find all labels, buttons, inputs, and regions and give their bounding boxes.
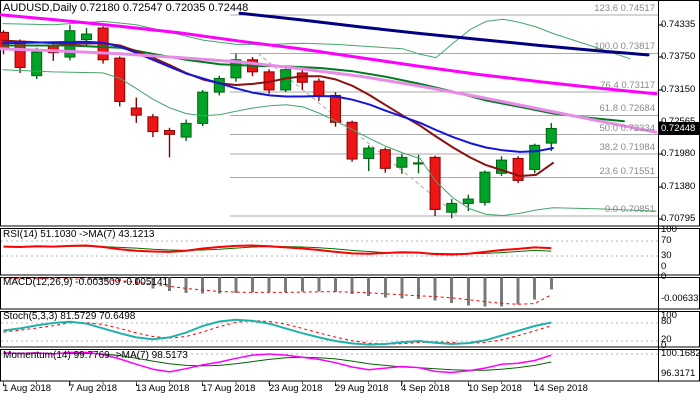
macd-indicator-label: MACD(12,26,9) -0.003509 -0.005141 xyxy=(3,277,169,288)
current-price-badge: 0.72448 xyxy=(659,122,700,135)
current-price-value: 0.72448 xyxy=(661,123,696,134)
chart-title: AUDUSD,Daily 0.72180 0.72547 0.72035 0.7… xyxy=(3,2,249,14)
momentum-indicator-label: Momentum(14) 99.7769 ->MA(7) 98.5173 xyxy=(3,350,188,361)
rsi-indicator-label: RSI(14) 51.1030 ->MA(7) 43.1213 xyxy=(3,229,155,240)
stoch-indicator-label: Stoch(5,3,3) 81.5729 70.6498 xyxy=(3,311,136,322)
